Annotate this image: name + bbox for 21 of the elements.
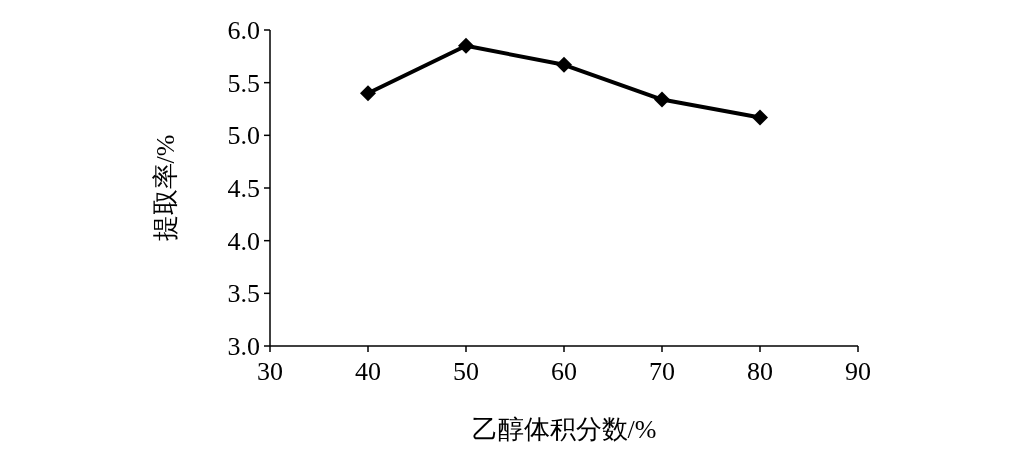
y-tick-label: 3.5 [227,279,260,309]
y-tick-label: 4.5 [227,174,260,203]
x-tick-label: 40 [355,357,381,386]
point [654,91,670,108]
x-tick-label: 90 [845,357,871,386]
y-tick-label: 4.0 [227,226,260,256]
y-tick-label: 3.0 [227,332,260,361]
point [360,85,376,102]
point [556,56,572,73]
point [752,109,768,126]
point [458,37,474,54]
x-tick-label: 80 [747,357,773,386]
x-tick-label: 50 [453,357,479,386]
x-tick-label: 60 [551,357,577,386]
x-axis-title: 乙醇体积分数/% [471,415,657,444]
y-tick-label: 6.0 [227,16,260,45]
x-tick-label: 30 [257,357,283,386]
x-tick-label: 70 [649,357,675,386]
y-axis-title: 提取率/% [151,134,180,242]
y-tick-label: 5.0 [227,121,260,151]
y-tick-label: 5.5 [227,68,260,98]
